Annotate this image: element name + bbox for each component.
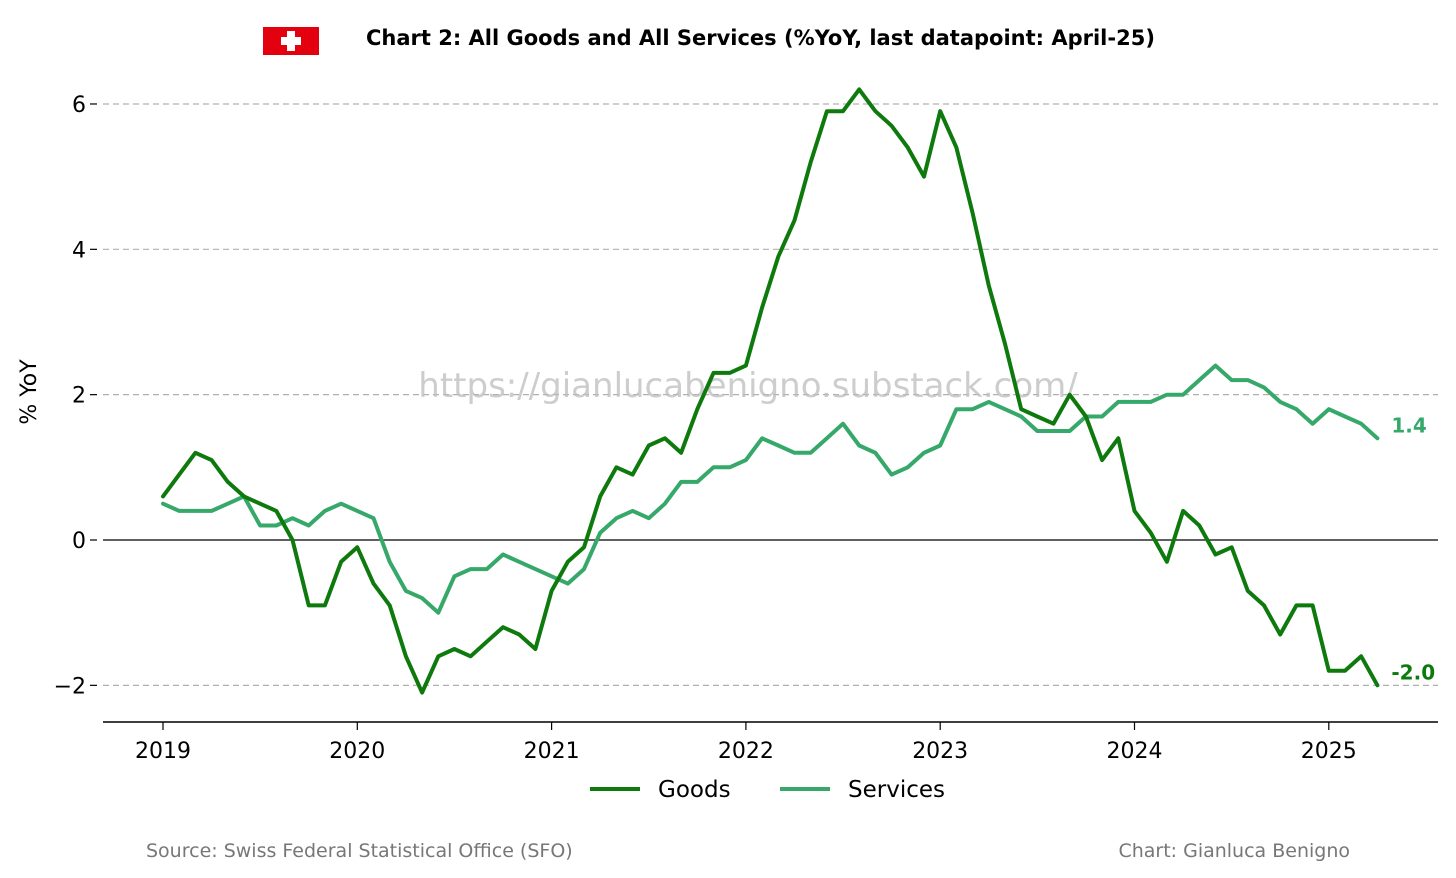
legend-goods-label: Goods [658,777,731,803]
legend: Goods Services [590,777,945,803]
x-tick-label: 2021 [524,739,580,764]
x-tick-label: 2019 [135,739,191,764]
end-label-goods: -2.0 [1391,660,1435,684]
end-labels: 1.4 -2.0 [1391,413,1435,684]
y-tick-label: 2 [72,384,86,409]
grid-lines [103,103,1438,686]
x-tick-label: 2025 [1301,739,1357,764]
series-layer [161,87,1380,695]
x-tick-label: 2024 [1107,739,1163,764]
series-line-services [161,363,1380,615]
y-tick-label: 0 [72,529,86,554]
axes: −2 0 2 4 6 2019 2020 2021 2022 2023 2024 2025 [54,93,1438,764]
chart-credit: Chart: Gianluca Benigno [1118,840,1350,862]
y-tick-label: 4 [72,238,86,263]
watermark: https://gianlucabenigno.substack.com/ [418,366,1078,406]
y-tick-label: 6 [72,93,86,118]
end-label-services: 1.4 [1391,413,1426,437]
x-tick-label: 2022 [718,739,774,764]
series-line-goods [161,87,1380,695]
source-note: Source: Swiss Federal Statistical Office… [146,840,573,862]
x-tick-label: 2023 [912,739,968,764]
legend-services-label: Services [848,777,945,803]
chart-title: Chart 2: All Goods and All Services (%Yo… [366,26,1155,50]
y-tick-label: −2 [54,674,86,699]
watermark-layer: https://gianlucabenigno.substack.com/ [418,366,1078,406]
x-tick-label: 2020 [329,739,385,764]
swiss-flag-icon [263,27,319,55]
y-axis-label: % YoY [17,359,42,425]
